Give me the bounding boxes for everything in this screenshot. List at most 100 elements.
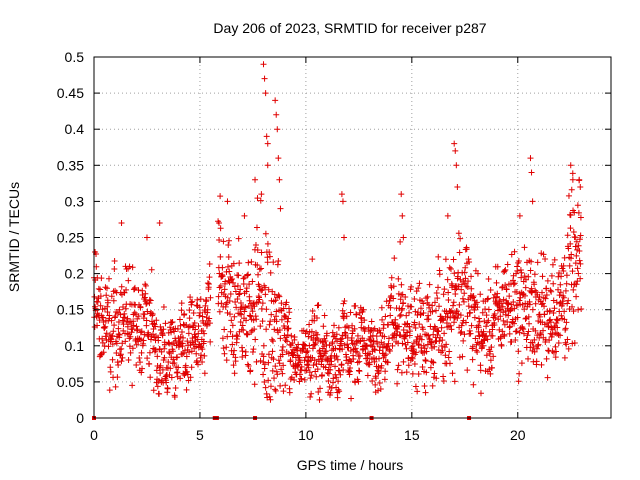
data-point bbox=[277, 335, 284, 342]
data-point bbox=[278, 366, 285, 373]
data-point bbox=[527, 267, 534, 274]
data-point bbox=[431, 343, 438, 350]
data-point bbox=[109, 356, 116, 363]
data-point bbox=[544, 277, 551, 284]
data-point bbox=[552, 354, 559, 361]
data-point bbox=[415, 342, 422, 349]
data-point bbox=[497, 313, 504, 320]
data-point bbox=[417, 305, 424, 312]
data-point bbox=[227, 328, 234, 335]
data-point bbox=[517, 301, 524, 308]
data-point bbox=[320, 323, 327, 330]
data-point bbox=[257, 357, 264, 364]
data-point bbox=[440, 291, 447, 298]
data-point bbox=[233, 332, 240, 339]
data-point bbox=[465, 256, 472, 263]
data-point bbox=[153, 317, 160, 324]
data-point bbox=[397, 311, 404, 318]
data-point bbox=[411, 360, 418, 367]
data-point bbox=[538, 361, 545, 368]
data-point bbox=[418, 336, 425, 343]
data-point bbox=[244, 331, 251, 338]
data-point bbox=[287, 357, 294, 364]
data-point bbox=[110, 328, 117, 335]
data-point bbox=[470, 381, 477, 388]
data-point bbox=[522, 284, 529, 291]
data-point bbox=[329, 329, 336, 336]
data-point bbox=[248, 258, 255, 265]
data-point bbox=[438, 342, 445, 349]
data-point bbox=[175, 364, 182, 371]
data-point bbox=[505, 312, 512, 319]
data-point bbox=[465, 278, 472, 285]
data-point bbox=[514, 314, 521, 321]
data-point bbox=[170, 356, 177, 363]
data-point bbox=[546, 337, 553, 344]
data-point bbox=[500, 317, 507, 324]
data-point bbox=[355, 378, 362, 385]
data-point bbox=[286, 389, 293, 396]
data-point bbox=[278, 300, 285, 307]
data-point bbox=[361, 317, 368, 324]
data-point bbox=[543, 291, 550, 298]
data-point bbox=[314, 366, 321, 373]
data-point bbox=[106, 275, 113, 282]
data-point bbox=[183, 386, 190, 393]
data-point bbox=[333, 374, 340, 381]
data-point bbox=[395, 362, 402, 369]
data-point bbox=[386, 348, 393, 355]
data-point bbox=[138, 369, 145, 376]
data-point bbox=[426, 304, 433, 311]
data-point bbox=[219, 335, 226, 342]
data-point bbox=[185, 377, 192, 384]
data-point bbox=[135, 287, 142, 294]
data-point bbox=[462, 319, 469, 326]
data-point bbox=[530, 344, 537, 350]
data-point bbox=[433, 375, 440, 382]
data-point bbox=[477, 291, 484, 298]
data-point bbox=[162, 320, 169, 327]
data-point bbox=[362, 326, 369, 333]
data-point bbox=[306, 321, 313, 328]
data-point bbox=[562, 287, 569, 294]
data-point bbox=[425, 316, 432, 323]
data-point bbox=[191, 320, 198, 327]
data-point bbox=[353, 311, 360, 318]
data-point bbox=[341, 329, 348, 336]
data-point bbox=[137, 329, 144, 336]
data-point bbox=[431, 370, 438, 377]
data-point bbox=[555, 339, 562, 346]
data-point bbox=[263, 390, 270, 397]
data-point bbox=[284, 332, 291, 339]
y-tick-label: 0.5 bbox=[65, 49, 85, 65]
data-point bbox=[552, 348, 559, 355]
data-point bbox=[284, 318, 291, 325]
data-point bbox=[446, 348, 453, 355]
data-point bbox=[506, 323, 513, 330]
data-point bbox=[219, 264, 226, 271]
data-point bbox=[141, 294, 148, 301]
data-point bbox=[133, 362, 140, 369]
data-point bbox=[468, 322, 475, 329]
data-point bbox=[542, 256, 549, 263]
data-point bbox=[243, 288, 250, 295]
data-point bbox=[182, 362, 189, 369]
data-point bbox=[141, 311, 148, 318]
data-point bbox=[564, 232, 571, 239]
data-point bbox=[441, 330, 448, 337]
data-point bbox=[104, 303, 111, 310]
data-point bbox=[533, 289, 540, 296]
data-point bbox=[257, 323, 264, 330]
data-point bbox=[522, 315, 529, 322]
data-point bbox=[266, 393, 273, 400]
data-point bbox=[157, 323, 164, 330]
data-point bbox=[424, 293, 431, 300]
data-point bbox=[185, 330, 192, 337]
data-point bbox=[152, 323, 159, 330]
data-point bbox=[502, 282, 509, 289]
data-point bbox=[467, 309, 474, 316]
data-point bbox=[457, 329, 464, 336]
data-point bbox=[301, 376, 308, 383]
data-point bbox=[240, 275, 247, 282]
data-point bbox=[172, 325, 179, 332]
